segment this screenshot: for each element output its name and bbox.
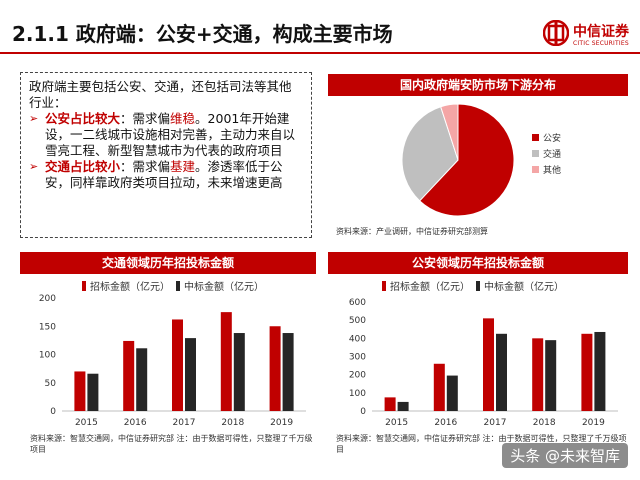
bullet-head: 交通占比较小 [45, 159, 121, 174]
bar [545, 340, 557, 411]
legend-label: 中标金额（亿元） [484, 280, 564, 293]
x-tick-label: 2018 [221, 418, 244, 428]
legend-label: 招标金额（亿元） [90, 280, 170, 293]
bullet-transportation: ➢ 交通占比较小：需求偏基建。渗透率低于公安，同样靠政府类项目拉动，未来增速更高 [29, 159, 303, 191]
bar [594, 331, 606, 411]
police-chart-title: 公安领域历年招投标金额 [328, 252, 628, 274]
legend-swatch [82, 281, 86, 291]
arrow-bullet-icon: ➢ [29, 112, 39, 125]
bar [282, 333, 294, 411]
bullet-mid: ：需求偏 [120, 111, 171, 126]
bullet-public-security: ➢ 公安占比较大：需求偏维稳。2001年开始建设，一二线城市设施相对完善，主动力来… [29, 111, 303, 159]
y-tick-label: 50 [45, 379, 57, 389]
legend-label: 公安 [543, 132, 561, 144]
bar [483, 318, 494, 411]
pie-source-note: 资料来源：产业调研，中信证券研究部测算 [336, 227, 488, 236]
y-tick-label: 400 [349, 334, 366, 344]
bullet-head: 公安占比较大 [45, 111, 121, 126]
y-tick-label: 0 [50, 407, 56, 417]
transport-chart-title: 交通领域历年招投标金额 [20, 252, 316, 274]
y-tick-label: 200 [349, 371, 366, 381]
bar [496, 333, 507, 411]
bar [532, 338, 544, 411]
logo-name: 中信证券 [573, 24, 629, 40]
legend-swatch [532, 166, 539, 173]
y-tick-label: 600 [349, 298, 366, 308]
pie-chart-title: 国内政府端安防市场下游分布 [328, 74, 628, 96]
legend-label: 其他 [543, 164, 561, 176]
legend-label: 中标金额（亿元） [184, 280, 264, 293]
bullet-tail: 。渗透率低于公安，同样靠政府类项目拉动，未来增速更高 [45, 159, 283, 190]
bar [397, 401, 409, 411]
y-tick-label: 100 [349, 389, 366, 399]
bar [269, 326, 281, 411]
watermark: 头条 @未来智库 [502, 443, 628, 468]
logo-english-name: CITIC SECURITIES [573, 40, 629, 47]
y-tick-label: 500 [349, 316, 366, 326]
pie-slice [401, 106, 459, 202]
pie-slice [418, 103, 515, 217]
bar [123, 340, 135, 411]
bar [185, 338, 196, 411]
bullet-mid: ：需求偏 [120, 159, 171, 174]
y-tick-label: 200 [39, 294, 56, 304]
citic-logo-icon [543, 20, 569, 46]
bullet-keyword: 基建 [170, 159, 196, 174]
bar [220, 312, 232, 411]
bar [172, 319, 183, 411]
police-bar-chart: 0 100 200 300 400 500 600 2015 2016 2017 2018 2019 招… [349, 280, 618, 428]
bar [74, 371, 86, 411]
legend-swatch [532, 134, 539, 141]
x-tick-label: 2016 [434, 418, 457, 428]
intro-text-box: 政府端主要包括公安、交通，还包括司法等其他行业： ➢ 公安占比较大：需求偏维稳。2… [20, 72, 312, 238]
x-tick-label: 2015 [75, 418, 98, 428]
title-divider [0, 52, 640, 54]
x-tick-label: 2019 [582, 418, 605, 428]
y-tick-label: 100 [39, 351, 56, 361]
police-source-note: 资料来源：智慧交通网，中信证券研究部 注：由于数据可得性，只整理了千万级项目 [336, 434, 627, 454]
bar [446, 375, 458, 411]
legend-swatch [476, 281, 480, 291]
company-logo: 中信证券 CITIC SECURITIES [543, 16, 633, 52]
bar [581, 333, 593, 411]
bar [433, 363, 445, 411]
arrow-bullet-icon: ➢ [29, 160, 39, 173]
x-tick-label: 2016 [124, 418, 147, 428]
x-tick-label: 2015 [385, 418, 408, 428]
bar [384, 397, 396, 411]
intro-lead: 政府端主要包括公安、交通，还包括司法等其他行业： [29, 79, 292, 110]
legend-swatch [382, 281, 386, 291]
legend-label: 招标金额（亿元） [390, 280, 470, 293]
page-title: 2.1.1 政府端：公安+交通，构成主要市场 [12, 22, 393, 46]
legend-label: 交通 [543, 148, 561, 160]
x-tick-label: 2017 [173, 418, 196, 428]
bullet-tail: 。2001年开始建设，一二线城市设施相对完善，主动力来自以雪亮工程、新型智慧城市… [45, 111, 296, 158]
x-tick-label: 2017 [484, 418, 507, 428]
transport-source-note: 资料来源：智慧交通网，中信证券研究部 注：由于数据可得性，只整理了千万级项目 [30, 434, 313, 454]
pie-slice [440, 103, 459, 161]
y-tick-label: 300 [349, 353, 366, 363]
x-tick-label: 2019 [270, 418, 293, 428]
bullet-keyword: 维稳 [170, 111, 196, 126]
y-tick-label: 150 [39, 322, 56, 332]
bar [233, 333, 245, 411]
y-tick-label: 0 [360, 407, 366, 417]
bar [87, 373, 99, 411]
transport-bar-chart: 0 50 100 150 200 2015 2016 2017 2018 2019 招标金额（亿元）… [39, 280, 306, 428]
bar [136, 348, 148, 411]
legend-swatch [176, 281, 180, 291]
x-tick-label: 2018 [533, 418, 556, 428]
legend-swatch [532, 150, 539, 157]
